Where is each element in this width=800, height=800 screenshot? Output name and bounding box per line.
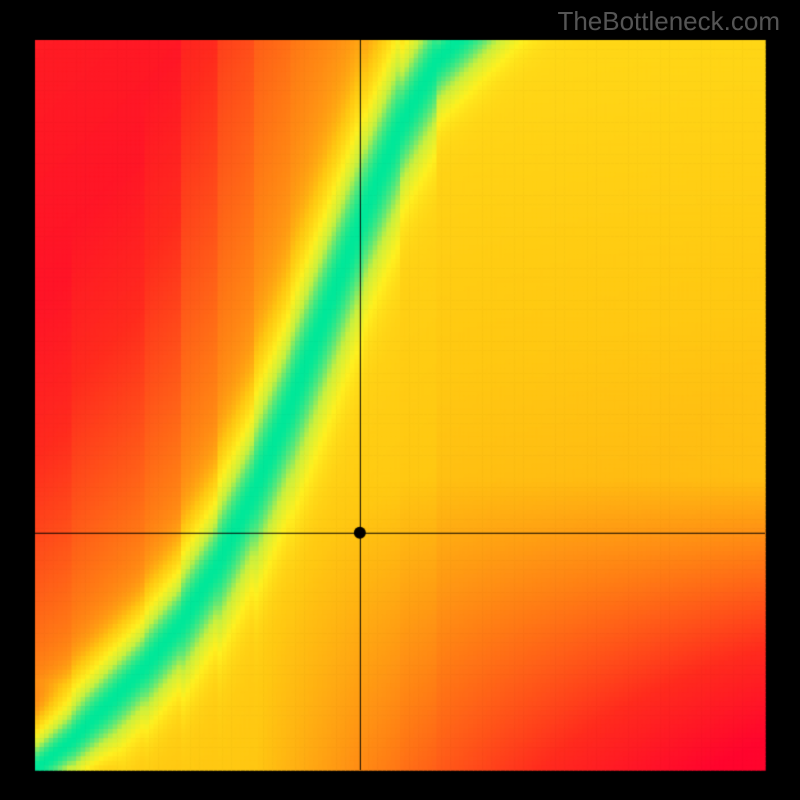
bottleneck-heatmap	[0, 0, 800, 800]
watermark-label: TheBottleneck.com	[557, 6, 780, 37]
